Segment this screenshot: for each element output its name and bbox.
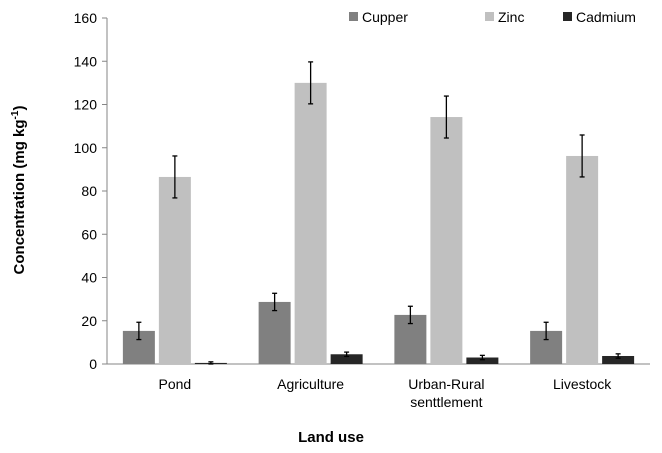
bar (430, 117, 463, 364)
y-tick-label: 160 (74, 10, 98, 26)
bar (294, 82, 327, 364)
legend-swatch (563, 12, 572, 21)
x-axis-label: Land use (298, 429, 364, 446)
x-tick-label: Pond (159, 376, 192, 392)
x-tick-label-line: Urban-Rural (408, 376, 484, 392)
y-label-suffix: ) (11, 106, 28, 111)
x-tick-label-line: senttlement (410, 394, 482, 410)
y-tick-label: 80 (81, 183, 97, 199)
y-tick-label: 100 (74, 140, 98, 156)
legend-label: Cupper (362, 9, 408, 25)
y-tick-label: 140 (74, 53, 98, 69)
bar (258, 301, 291, 364)
y-label-text: Concentration (mg kg (11, 119, 28, 274)
legend-label: Zinc (498, 9, 524, 25)
legend-swatch (485, 12, 494, 21)
y-tick-label: 120 (74, 97, 98, 113)
y-tick-label: 20 (81, 313, 97, 329)
x-tick-label: Agriculture (277, 376, 344, 392)
x-tick-label: Livestock (553, 376, 612, 392)
x-tick-label: Urban-Rural senttlement (408, 376, 484, 410)
y-tick-label: 40 (81, 270, 97, 286)
bar (466, 357, 499, 364)
y-tick-label: 60 (81, 226, 97, 242)
bar (330, 354, 363, 364)
y-label-sup: -1 (10, 110, 21, 119)
legend-swatch (349, 12, 358, 21)
y-axis-label: Concentration (mg kg-1) (10, 106, 28, 275)
bar (158, 176, 191, 364)
bar (602, 355, 635, 364)
legend-label: Cadmium (576, 9, 636, 25)
bar (566, 155, 599, 364)
y-tick-label: 0 (89, 356, 97, 372)
